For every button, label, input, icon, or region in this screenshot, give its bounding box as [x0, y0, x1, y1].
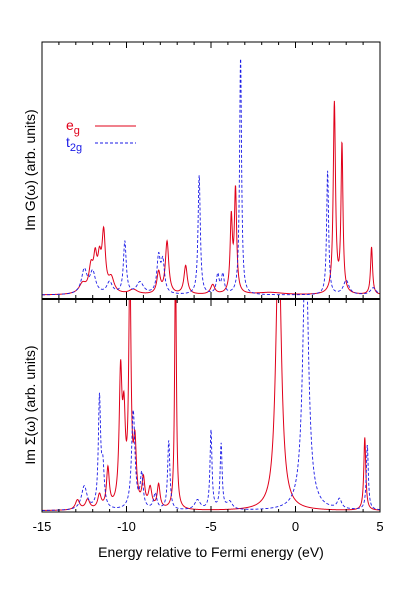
x-tick-label: -5: [205, 519, 217, 534]
plot-border: [41, 41, 381, 513]
series-line-t2g-bottom: [42, 300, 380, 511]
y-axis-label-top: Im G(ω) (arb. units): [22, 109, 38, 230]
top-panel: [42, 58, 380, 296]
series-line-eg-bottom: [42, 300, 380, 511]
series-line-eg-top: [42, 100, 380, 296]
legend-label-eg: eg: [66, 117, 80, 137]
x-tick-label: 5: [376, 519, 383, 534]
axis-ticks: -15 -10 -5 0 5: [33, 42, 384, 534]
bottom-panel: [42, 300, 380, 511]
plot-frame: [41, 41, 381, 513]
x-tick-label: 0: [292, 519, 299, 534]
y-axis-label-bottom: Im Σ(ω) (arb. units): [22, 345, 38, 464]
x-axis-label: Energy relative to Fermi energy (eV): [98, 544, 324, 560]
x-tick-label: -15: [33, 519, 52, 534]
legend-label-t2g: t2g: [66, 134, 82, 154]
x-tick-label: -10: [117, 519, 136, 534]
series-line-t2g-top: [42, 58, 380, 296]
